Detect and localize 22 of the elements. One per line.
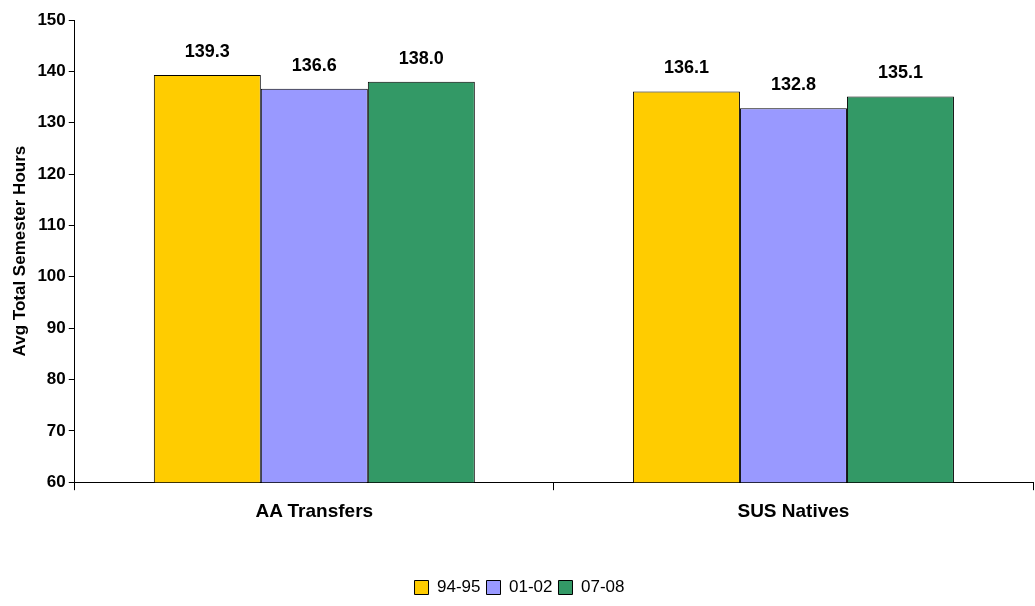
data-label: 135.1	[877, 62, 923, 83]
x-tick-label: AA Transfers	[255, 499, 374, 521]
legend-label: 07-08	[580, 577, 625, 597]
y-tick-label: 90	[46, 317, 66, 337]
y-axis-title: Avg Total Semester Hours	[9, 145, 29, 357]
y-tick-label: 70	[46, 420, 66, 440]
y-tick-label: 60	[46, 471, 66, 491]
data-label: 136.1	[663, 57, 709, 78]
y-tick-label: 120	[37, 163, 66, 183]
legend-label: 94-95	[437, 577, 481, 597]
legend-label: 01-02	[509, 577, 553, 597]
data-label: 132.8	[770, 74, 816, 95]
x-tick-label: SUS Natives	[737, 499, 850, 521]
y-tick-label: 130	[37, 112, 66, 132]
data-label: 136.6	[291, 54, 337, 75]
y-tick-label: 110	[38, 215, 66, 235]
y-tick-label: 100	[37, 266, 66, 286]
data-label: 138.0	[398, 47, 444, 68]
y-tick-label: 80	[46, 369, 66, 389]
y-tick-label: 140	[37, 61, 66, 81]
data-label: 139.3	[184, 40, 230, 61]
y-tick-label: 150	[37, 9, 66, 29]
